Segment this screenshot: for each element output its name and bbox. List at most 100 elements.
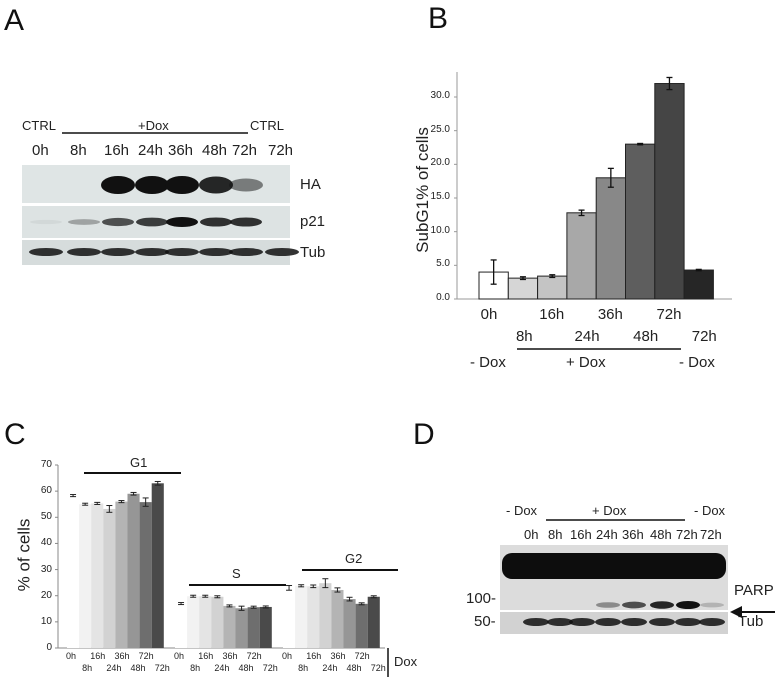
x-tick-label: 8h [515,328,533,345]
bar-g1 [103,508,116,648]
y-axis-label: SubG1% of cells [412,127,432,253]
band-ha [199,176,233,194]
x-tick-label: 48h [238,663,254,673]
band-tub-d [547,618,573,626]
band-cleaved-parp [596,602,620,608]
bar-g1 [67,495,80,648]
x-tick-label: 72h [656,306,682,323]
band-tub-d [569,618,595,626]
dox-label: +Dox [138,118,169,133]
x-tick-label: 24h [322,663,338,673]
row-label-tub: Tub [300,244,326,261]
x-tick-label: 36h [114,651,130,661]
x-tick-label: 0h [66,651,77,661]
bar-g2 [295,585,308,648]
band-cleaved-parp [650,601,674,609]
y-tick-label: 20 [40,589,52,601]
x-tick-label: 8h [298,663,309,673]
x-tick-label: 24h [106,663,122,673]
lane-label: 16h [104,142,130,159]
y-tick-label: 30 [40,563,52,575]
band-ha [135,176,169,194]
bar [566,212,597,300]
y-tick-label: 0.0 [436,292,450,303]
bar-g2 [307,586,320,648]
band-cleaved-parp [622,601,646,609]
x-tick-label: 72h [262,663,278,673]
band-p21 [102,217,134,227]
y-tick-label: 15.0 [430,191,450,202]
bar-g2 [343,599,356,648]
bar [537,275,568,300]
bar-g1 [79,504,92,648]
x-tick-label: 0h [480,306,498,323]
x-tick-label: 48h [633,328,659,345]
band-tub [165,248,199,256]
y-tick-label: 10.0 [430,224,450,236]
bar-g2 [283,587,296,648]
x-tick-label: 48h [346,663,362,673]
band-cleaved-parp [700,602,724,608]
lane-label-d: 36h [622,527,644,542]
band-tub-d [675,618,701,626]
band-tub-d [621,618,647,626]
x-tick-label: 16h [306,651,322,661]
bar-s [175,603,188,648]
panel-label-d: D [413,418,435,451]
x-axis-label: Dox [394,654,418,669]
plus-dox-label: + Dox [592,503,627,518]
lane-label: 72h [268,142,294,159]
band-p21 [30,219,62,225]
band-p21 [230,217,262,227]
bar-s [235,608,248,648]
bar-s [211,596,224,648]
band-tub [135,248,169,256]
row-label-ha: HA [300,176,321,193]
x-tick-label: 0h [282,651,293,661]
panel-label-a: A [4,4,25,37]
x-tick-label: 72h [354,651,370,661]
bar-s [259,606,272,648]
x-tick-label: 24h [574,328,600,345]
lane-label-d: 24h [596,527,618,542]
x-tick-label: 72h [246,651,262,661]
y-tick-label: 20.0 [430,157,450,169]
x-tick-label: 16h [90,651,106,661]
y-tick-label: 40 [40,537,52,549]
panel-label-c: C [4,418,26,451]
lane-label-d: 48h [650,527,672,542]
lane-label: 8h [70,142,87,159]
band-tub-d [649,618,675,626]
row-label-parp: PARP [734,582,774,599]
band-tub [67,248,101,256]
band-parp-full [502,553,726,579]
band-ha [229,178,263,192]
minus-dox-right-label: - Dox [694,503,726,518]
band-tub-d [699,618,725,626]
x-tick-label: 16h [539,306,565,323]
x-tick-label: 36h [330,651,346,661]
minus-dox-left-label: - Dox [506,503,538,518]
band-tub [199,248,233,256]
bar [654,83,685,300]
arrow-icon-head [730,606,742,618]
x-tick-label: 36h [222,651,238,661]
bar [683,269,714,300]
lane-label: 0h [32,142,49,159]
bar-g1 [115,501,128,648]
bar-s [187,596,200,648]
bar-g2 [331,589,344,648]
y-tick-label: 0 [46,642,52,653]
y-tick-label: 60 [40,485,52,497]
lane-label-d: 72h [700,527,722,542]
bar-g1 [151,483,164,648]
x-tick-label: 36h [597,306,623,323]
band-tub-d [595,618,621,626]
bar-s [223,605,236,648]
row-label-p21: p21 [300,213,326,230]
band-ha [165,176,199,194]
lane-label: 24h [138,142,164,159]
band-tub [229,248,263,256]
lane-label-d: 0h [524,527,539,542]
